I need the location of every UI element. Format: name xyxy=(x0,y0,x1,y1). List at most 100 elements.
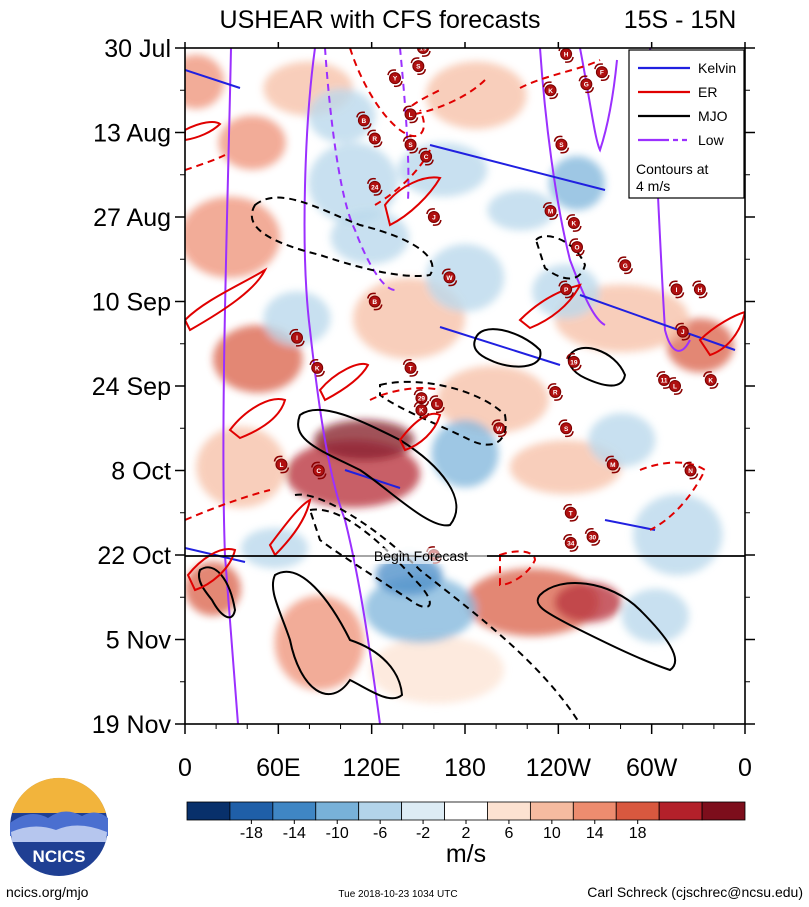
storm-marker-dot xyxy=(291,331,303,344)
shading-patch xyxy=(241,527,309,569)
shading-patch xyxy=(196,426,286,508)
colorbar-tick-label: 2 xyxy=(462,825,471,842)
storm-marker-dot xyxy=(619,259,632,272)
storm-marker-label: I xyxy=(296,335,298,342)
storm-marker-label: K xyxy=(708,377,713,384)
storm-marker: L xyxy=(273,455,290,474)
storm-marker-dot xyxy=(571,241,583,254)
colorbar-tick-label: 14 xyxy=(586,825,604,842)
shading-patch xyxy=(185,196,281,278)
storm-marker-dot xyxy=(567,355,580,368)
storm-marker: Y xyxy=(387,69,403,88)
shading-patch xyxy=(212,325,303,393)
colorbar-swatch xyxy=(444,801,488,821)
storm-marker-label: H xyxy=(698,287,703,294)
y-tick-label: 19 Nov xyxy=(92,711,172,739)
logo-text: NCICS xyxy=(33,847,86,866)
storm-marker-arm xyxy=(311,461,327,480)
storm-marker-label: R xyxy=(372,136,377,143)
storm-marker-dot xyxy=(427,211,440,223)
storm-marker-dot xyxy=(606,458,619,471)
storm-marker-arm xyxy=(547,383,563,401)
storm-marker-dot xyxy=(404,138,417,151)
colorbar-tick-label: 18 xyxy=(629,825,647,842)
contour-line xyxy=(398,412,442,452)
storm-marker: K xyxy=(413,401,430,420)
contour-line xyxy=(536,582,677,672)
contour-line xyxy=(308,508,431,609)
colorbar-swatch xyxy=(487,801,531,821)
storm-marker: C xyxy=(311,461,327,480)
x-tick-label: 180 xyxy=(444,754,486,782)
storm-marker: T xyxy=(563,503,579,522)
storm-marker: 34 xyxy=(563,534,579,552)
storm-marker: L xyxy=(667,377,683,395)
storm-marker-dot xyxy=(544,204,557,217)
storm-marker-label: 30 xyxy=(589,534,597,541)
storm-marker-arm xyxy=(542,81,559,100)
storm-marker-arm xyxy=(584,528,601,546)
storm-marker: B xyxy=(367,292,383,311)
storm-marker-label: I xyxy=(676,287,678,294)
storm-marker-dot xyxy=(493,422,506,435)
legend-label: MJO xyxy=(698,108,728,124)
contour-line xyxy=(473,328,542,368)
contour-line xyxy=(567,346,627,387)
contour-line xyxy=(499,550,537,587)
storm-marker: I xyxy=(289,328,305,347)
footer-url[interactable]: ncics.org/mjo xyxy=(6,884,89,900)
storm-marker-dot xyxy=(412,60,425,73)
colorbar-tick-label: 6 xyxy=(504,825,513,842)
storm-marker-dot xyxy=(368,180,381,193)
contour-line xyxy=(297,408,458,527)
contour-line xyxy=(539,48,606,326)
storm-marker: J xyxy=(675,322,691,341)
contour-line xyxy=(429,144,606,191)
colorbar-unit: m/s xyxy=(446,840,486,868)
storm-marker: K xyxy=(703,371,719,389)
shading-patch xyxy=(375,555,443,596)
contour-line xyxy=(369,387,441,401)
storm-markers: B R S C 24 J L Y S H K G F S M K O G P I H J I K T W B 19 11 L K R S 29 K L… xyxy=(273,48,719,564)
shading-patch xyxy=(425,61,527,130)
storm-marker: S xyxy=(553,135,570,154)
colorbar-swatch xyxy=(315,801,360,821)
axes: 0 60E 120E 180 120W 60W 0 30 Jul 13 Aug 27 Aug 10 … xyxy=(92,35,755,782)
storm-marker-label: L xyxy=(409,112,413,119)
storm-marker: 30 xyxy=(584,528,601,546)
y-tick-label: 24 Sep xyxy=(92,373,171,401)
shading-patch xyxy=(185,54,225,109)
storm-marker-dot xyxy=(544,84,557,97)
colorbar-swatch xyxy=(229,801,274,821)
storm-marker-arm xyxy=(402,359,419,377)
colorbar-swatch xyxy=(701,801,746,821)
shading-patch xyxy=(431,419,499,488)
storm-marker-label: K xyxy=(315,365,320,372)
storm-marker-dot xyxy=(693,283,706,296)
storm-marker: W xyxy=(441,268,458,287)
legend-note-1: Contours at xyxy=(636,161,708,177)
contour-line xyxy=(303,48,381,724)
storm-marker-label: H xyxy=(564,52,569,59)
y-tick-label: 8 Oct xyxy=(111,458,171,486)
forecast-label: Begin Forecast xyxy=(374,548,468,564)
contour-line xyxy=(271,570,404,700)
storm-marker-label: O xyxy=(574,245,579,252)
storm-marker-label: S xyxy=(564,426,569,433)
storm-marker-arm xyxy=(410,57,427,75)
storm-marker-dot xyxy=(420,150,433,163)
contour-line xyxy=(185,489,271,521)
contour-line xyxy=(250,196,434,277)
storm-marker-dot xyxy=(684,464,697,477)
shading-patch xyxy=(437,365,549,434)
storm-marker-arm xyxy=(289,328,305,347)
contour-line xyxy=(383,176,442,227)
forecast-label-bg xyxy=(355,548,487,564)
storm-marker: K xyxy=(309,359,325,377)
storm-marker-dot xyxy=(669,380,681,392)
chart-title: USHEAR with CFS forecasts xyxy=(220,6,541,34)
storm-marker-label: S xyxy=(559,142,564,149)
storm-marker-arm xyxy=(558,48,574,63)
storm-marker-label: J xyxy=(681,329,685,336)
